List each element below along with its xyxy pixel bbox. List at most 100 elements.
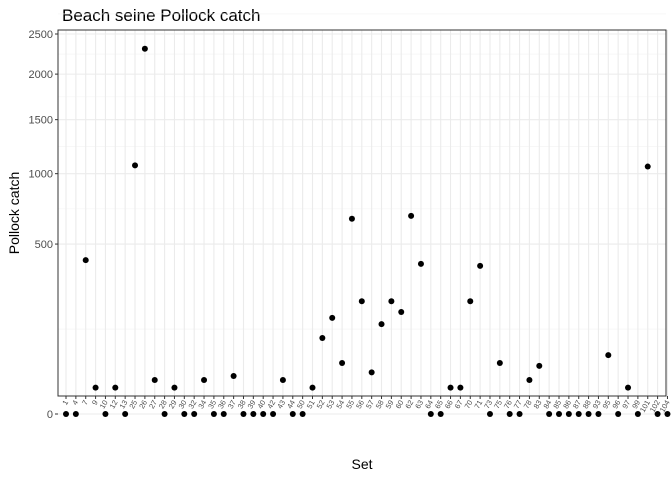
data-point — [556, 411, 562, 417]
data-point — [447, 384, 454, 391]
data-point — [63, 411, 69, 417]
data-point — [585, 411, 592, 417]
x-tick-label: 44 — [285, 399, 297, 411]
data-point — [220, 411, 227, 417]
x-tick-label: 10 — [98, 399, 110, 411]
x-tick-label: 96 — [610, 399, 622, 411]
x-axis-title: Set — [351, 456, 372, 472]
data-point — [309, 384, 316, 391]
x-tick-label: 84 — [541, 399, 553, 411]
x-tick-label: 78 — [522, 399, 534, 411]
y-tick-label: 0 — [47, 409, 53, 421]
x-tick-label: 12 — [108, 399, 120, 411]
y-tick-label: 500 — [35, 239, 53, 251]
x-tick-label: 42 — [265, 399, 277, 411]
x-tick-label: 67 — [453, 399, 465, 411]
data-point — [615, 411, 622, 417]
x-tick-label: 53 — [324, 399, 336, 411]
data-point — [210, 411, 217, 417]
data-point — [378, 321, 385, 328]
data-point — [654, 411, 661, 417]
x-tick-label: 71 — [472, 399, 484, 411]
y-tick-label: 2000 — [29, 69, 53, 81]
data-point — [575, 411, 582, 417]
data-point — [240, 411, 247, 417]
x-tick-label: 76 — [502, 399, 514, 411]
data-point — [358, 298, 365, 305]
data-point — [329, 314, 336, 321]
data-point — [181, 411, 188, 417]
data-point — [634, 411, 641, 417]
data-point — [496, 360, 503, 367]
x-tick-label: 56 — [354, 399, 366, 411]
x-tick-label: 104 — [658, 399, 672, 414]
data-point — [289, 411, 296, 417]
data-point — [191, 411, 198, 417]
data-point — [260, 411, 267, 417]
data-point — [565, 411, 572, 417]
x-tick-label: 51 — [305, 399, 317, 411]
x-tick-label: 97 — [620, 399, 632, 411]
data-point — [279, 377, 286, 384]
data-point — [526, 377, 533, 384]
data-point — [546, 411, 553, 417]
data-point — [132, 162, 139, 169]
x-tick-label: 63 — [413, 399, 425, 411]
data-point — [437, 411, 444, 417]
data-point — [201, 377, 208, 384]
data-point — [270, 411, 277, 417]
data-point — [417, 260, 424, 267]
data-point — [506, 411, 513, 417]
x-tick-label: 26 — [137, 399, 149, 411]
x-tick-label: 62 — [403, 399, 415, 411]
x-tick-label: 54 — [334, 399, 346, 411]
x-tick-label: 43 — [275, 399, 287, 411]
x-tick-label: 83 — [532, 399, 544, 411]
x-tick-label: 9 — [90, 399, 100, 407]
x-tick-label: 39 — [246, 399, 258, 411]
x-tick-label: 25 — [127, 399, 139, 411]
data-point — [398, 309, 405, 316]
x-tick-label: 75 — [492, 399, 504, 411]
x-tick-label: 27 — [147, 399, 159, 411]
x-tick-label: 88 — [581, 399, 593, 411]
data-point — [388, 298, 395, 305]
x-tick-label: 73 — [482, 399, 494, 411]
x-tick-label: 85 — [551, 399, 563, 411]
x-tick-label: 36 — [216, 399, 228, 411]
data-point — [102, 411, 109, 417]
y-tick-label: 1000 — [29, 169, 53, 181]
data-point — [339, 360, 346, 367]
data-point — [664, 411, 671, 417]
x-tick-label: 1 — [60, 399, 70, 407]
data-point — [516, 411, 523, 417]
data-point — [171, 384, 178, 391]
x-tick-label: 4 — [70, 399, 80, 407]
data-point — [299, 411, 306, 417]
data-point — [605, 352, 612, 359]
x-tick-label: 32 — [186, 399, 198, 411]
x-tick-label: 64 — [423, 399, 435, 411]
x-tick-label: 70 — [463, 399, 475, 411]
data-point — [477, 262, 484, 269]
x-tick-label: 77 — [512, 399, 524, 411]
data-point — [408, 212, 415, 219]
x-tick-label: 30 — [177, 399, 189, 411]
x-tick-label: 29 — [167, 399, 179, 411]
data-points — [63, 45, 671, 417]
data-point — [595, 411, 602, 417]
x-tick-label: 50 — [295, 399, 307, 411]
x-tick-label: 34 — [196, 399, 208, 411]
x-tick-label: 13 — [117, 399, 129, 411]
x-tick-label: 95 — [601, 399, 613, 411]
data-point — [122, 411, 129, 417]
data-point — [151, 377, 158, 384]
data-point — [486, 411, 493, 417]
data-point — [457, 384, 464, 391]
data-point — [161, 411, 168, 417]
x-tick-label: 58 — [374, 399, 386, 411]
data-point — [141, 45, 148, 52]
x-tick-label: 28 — [157, 399, 169, 411]
data-point — [112, 384, 119, 391]
